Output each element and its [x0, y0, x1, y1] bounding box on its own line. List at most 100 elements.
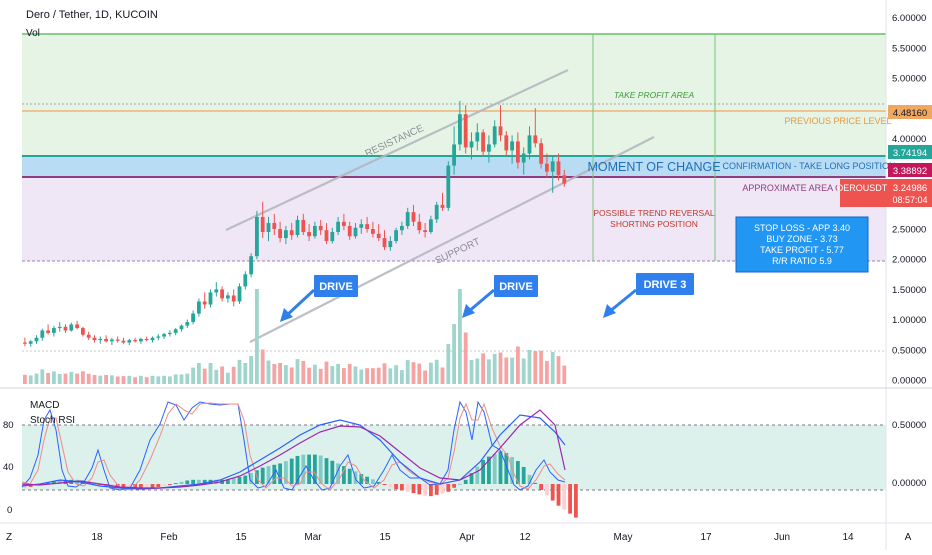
candle-body[interactable] [434, 204, 439, 220]
candle-body[interactable] [46, 330, 50, 333]
candle-body[interactable] [75, 324, 79, 329]
candle-body[interactable] [272, 222, 277, 229]
candle-body[interactable] [28, 341, 33, 344]
candle-body[interactable] [220, 289, 224, 299]
candle-body[interactable] [179, 325, 184, 330]
candle-body[interactable] [318, 225, 323, 231]
candle-body[interactable] [533, 135, 538, 144]
candle-body[interactable] [139, 338, 143, 342]
candle-body[interactable] [463, 114, 468, 148]
candle-body[interactable] [382, 238, 387, 248]
candle-body[interactable] [278, 229, 282, 239]
candle-body[interactable] [562, 175, 567, 184]
candle-body[interactable] [516, 141, 520, 163]
candle-body[interactable] [487, 144, 491, 152]
candle-body[interactable] [492, 126, 497, 145]
candle-body[interactable] [121, 340, 126, 343]
candle-body[interactable] [86, 334, 91, 338]
candle-body[interactable] [388, 241, 393, 248]
candle-body[interactable] [231, 295, 236, 302]
candle-body[interactable] [92, 337, 97, 341]
candle-body[interactable] [104, 338, 108, 342]
candle-body[interactable] [127, 340, 132, 343]
candle-body[interactable] [353, 227, 358, 237]
candle-body[interactable] [376, 233, 381, 239]
stats-box[interactable]: STOP LOSS - APP 3.40 BUY ZONE - 3.73 TAK… [735, 216, 869, 273]
candle-body[interactable] [417, 221, 422, 231]
candle-body[interactable] [168, 332, 172, 335]
candle-body[interactable] [144, 338, 149, 341]
candle-body[interactable] [214, 289, 219, 293]
candle-body[interactable] [411, 212, 416, 222]
candle-body[interactable] [23, 342, 27, 344]
auto-scale-toggle[interactable]: A [905, 532, 912, 543]
candle-body[interactable] [429, 219, 433, 233]
candle-body[interactable] [202, 301, 207, 305]
candle-body[interactable] [481, 132, 485, 152]
candle-body[interactable] [330, 232, 335, 242]
candle-body[interactable] [359, 224, 364, 228]
candle-body[interactable] [266, 222, 271, 233]
candle-body[interactable] [289, 230, 294, 236]
candle-body[interactable] [400, 225, 404, 231]
candle-body[interactable] [498, 126, 503, 136]
candle-body[interactable] [307, 232, 311, 237]
resistance-line[interactable] [225, 69, 569, 231]
candle-body[interactable] [347, 225, 352, 237]
candle-body[interactable] [365, 224, 369, 229]
support-line[interactable] [249, 136, 655, 343]
candle-body[interactable] [260, 216, 265, 233]
candle-body[interactable] [191, 313, 195, 323]
drive-1-callout[interactable]: DRIVE [280, 275, 358, 322]
drive-2-callout[interactable]: DRIVE [462, 275, 538, 318]
candle-body[interactable] [173, 329, 178, 333]
candle-body[interactable] [284, 230, 288, 239]
candle-body[interactable] [243, 274, 248, 287]
candle-body[interactable] [405, 212, 410, 226]
candle-body[interactable] [115, 339, 120, 341]
candle-body[interactable] [539, 143, 543, 164]
candle-body[interactable] [475, 132, 480, 142]
candle-body[interactable] [371, 229, 375, 234]
candle-body[interactable] [556, 161, 561, 176]
candle-body[interactable] [185, 322, 190, 326]
candle-body[interactable] [313, 225, 317, 237]
candle-body[interactable] [469, 141, 474, 148]
candle-body[interactable] [394, 230, 398, 242]
candle-body[interactable] [69, 324, 74, 331]
candle-body[interactable] [249, 256, 253, 275]
candle-body[interactable] [446, 165, 451, 208]
candle-body[interactable] [324, 230, 329, 242]
candle-body[interactable] [521, 153, 526, 163]
candle-body[interactable] [423, 230, 427, 233]
candle-body[interactable] [336, 221, 340, 233]
candle-body[interactable] [98, 338, 103, 341]
candle-body[interactable] [208, 292, 213, 305]
candle-body[interactable] [550, 161, 555, 172]
candle-body[interactable] [81, 328, 85, 335]
candle-body[interactable] [342, 221, 346, 226]
candle-body[interactable] [40, 330, 45, 338]
candle-body[interactable] [133, 340, 137, 342]
candle-body[interactable] [458, 114, 462, 145]
candle-body[interactable] [110, 339, 114, 342]
candle-body[interactable] [440, 204, 445, 208]
candle-body[interactable] [295, 219, 300, 236]
candle-body[interactable] [504, 135, 509, 151]
candle-body[interactable] [237, 286, 242, 302]
candle-body[interactable] [301, 219, 306, 233]
candle-body[interactable] [510, 141, 514, 151]
candle-body[interactable] [156, 336, 161, 338]
candle-body[interactable] [162, 334, 166, 337]
candle-body[interactable] [63, 326, 68, 331]
candle-body[interactable] [545, 163, 549, 172]
candle-body[interactable] [150, 337, 155, 341]
candle-body[interactable] [527, 135, 532, 154]
drive-3-callout[interactable]: DRIVE 3 [603, 273, 694, 318]
candle-body[interactable] [57, 326, 62, 329]
candle-body[interactable] [197, 301, 201, 314]
candle-body[interactable] [34, 337, 39, 342]
candle-body[interactable] [52, 328, 56, 333]
candle-body[interactable] [226, 295, 230, 299]
